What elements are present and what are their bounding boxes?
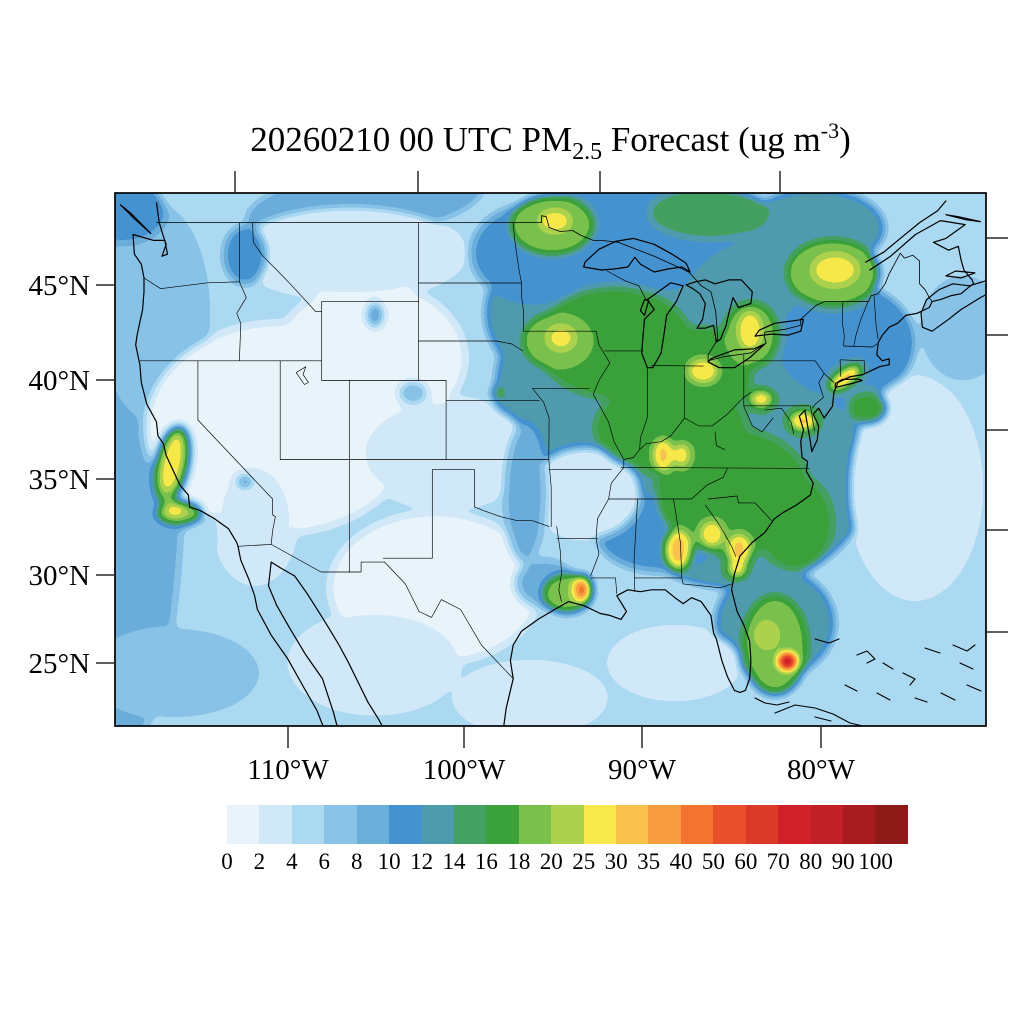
colorbar-segment xyxy=(389,805,422,844)
colorbar-tick-label: 30 xyxy=(604,849,628,874)
colorbar-tick-label: 14 xyxy=(442,849,466,874)
title-suffix: ) xyxy=(839,120,851,159)
colorbar-tick-label: 20 xyxy=(539,849,563,874)
colorbar-tick-label: 25 xyxy=(572,849,596,874)
colorbar-tick-label: 100 xyxy=(858,849,893,874)
title-main: 20260210 00 UTC PM xyxy=(250,120,573,159)
map-frame xyxy=(114,192,987,727)
colorbar-tick-label: 2 xyxy=(253,849,266,874)
colorbar-tick-label: 60 xyxy=(734,849,758,874)
colorbar-segment xyxy=(616,805,649,844)
colorbar-segment xyxy=(291,805,325,844)
colorbar-tick-label: 10 xyxy=(377,849,401,874)
colorbar-segment xyxy=(583,805,617,844)
colorbar-tick-label: 80 xyxy=(799,849,823,874)
colorbar-tick-label: 8 xyxy=(350,849,363,874)
colorbar-segment xyxy=(778,805,811,844)
colorbar-tick-label: 4 xyxy=(286,849,298,874)
title-middle: Forecast (ug m xyxy=(602,120,821,159)
lon-tick-label: 90°W xyxy=(608,754,677,786)
colorbar-tick-label: 0 xyxy=(221,849,233,874)
lon-tick-label: 80°W xyxy=(787,754,856,786)
colorbar-segment xyxy=(421,805,454,844)
colorbar-labels: 0 2 4 6 8 10 12 14 16 18 20 25 30 35 40 50 60 70 80 90 100 xyxy=(221,849,947,877)
colorbar-segment xyxy=(713,805,746,844)
colorbar-segment xyxy=(227,805,260,844)
lat-tick-label: 25°N xyxy=(28,648,90,680)
lat-tick-label: 40°N xyxy=(28,365,90,397)
colorbar-tick-label: 35 xyxy=(637,849,661,874)
colorbar-segment xyxy=(648,805,681,844)
colorbar-segment xyxy=(875,805,908,844)
plot-title: 20260210 00 UTC PM2.5 Forecast (ug m-3) xyxy=(115,118,986,166)
axis-tick-labels: 45°N 40°N 35°N 30°N 25°N 110°W 100°W 90°W 80°W xyxy=(28,270,855,786)
colorbar-tick-label: 90 xyxy=(831,849,855,874)
colorbar-segment xyxy=(810,805,844,844)
colorbar-segment xyxy=(843,805,876,844)
colorbar-segment xyxy=(453,805,487,844)
colorbar-segment xyxy=(324,805,357,844)
colorbar-tick-label: 50 xyxy=(701,849,725,874)
title-superscript: -3 xyxy=(820,118,840,143)
geography-outlines xyxy=(119,200,986,726)
colorbar-segment xyxy=(356,805,390,844)
colorbar-segment xyxy=(259,805,292,844)
colorbar-segment xyxy=(680,805,714,844)
colorbar xyxy=(227,805,908,844)
colorbar-tick-label: 40 xyxy=(669,849,693,874)
axis-ticks xyxy=(96,171,1008,748)
lon-tick-label: 110°W xyxy=(247,754,329,786)
lon-tick-label: 100°W xyxy=(423,754,506,786)
colorbar-tick-label: 18 xyxy=(507,849,531,874)
colorbar-tick-label: 6 xyxy=(318,849,331,874)
colorbar-tick-label: 70 xyxy=(766,849,790,874)
colorbar-segment xyxy=(745,805,779,844)
title-subscript: 2.5 xyxy=(572,139,603,165)
colorbar-segment xyxy=(486,805,519,844)
lat-tick-label: 35°N xyxy=(28,464,90,496)
lat-tick-label: 45°N xyxy=(28,270,90,302)
colorbar-tick-label: 16 xyxy=(474,849,498,874)
colorbar-segment xyxy=(518,805,552,844)
lat-tick-label: 30°N xyxy=(28,560,90,592)
colorbar-tick-label: 12 xyxy=(410,849,434,874)
colorbar-segment xyxy=(551,805,584,844)
